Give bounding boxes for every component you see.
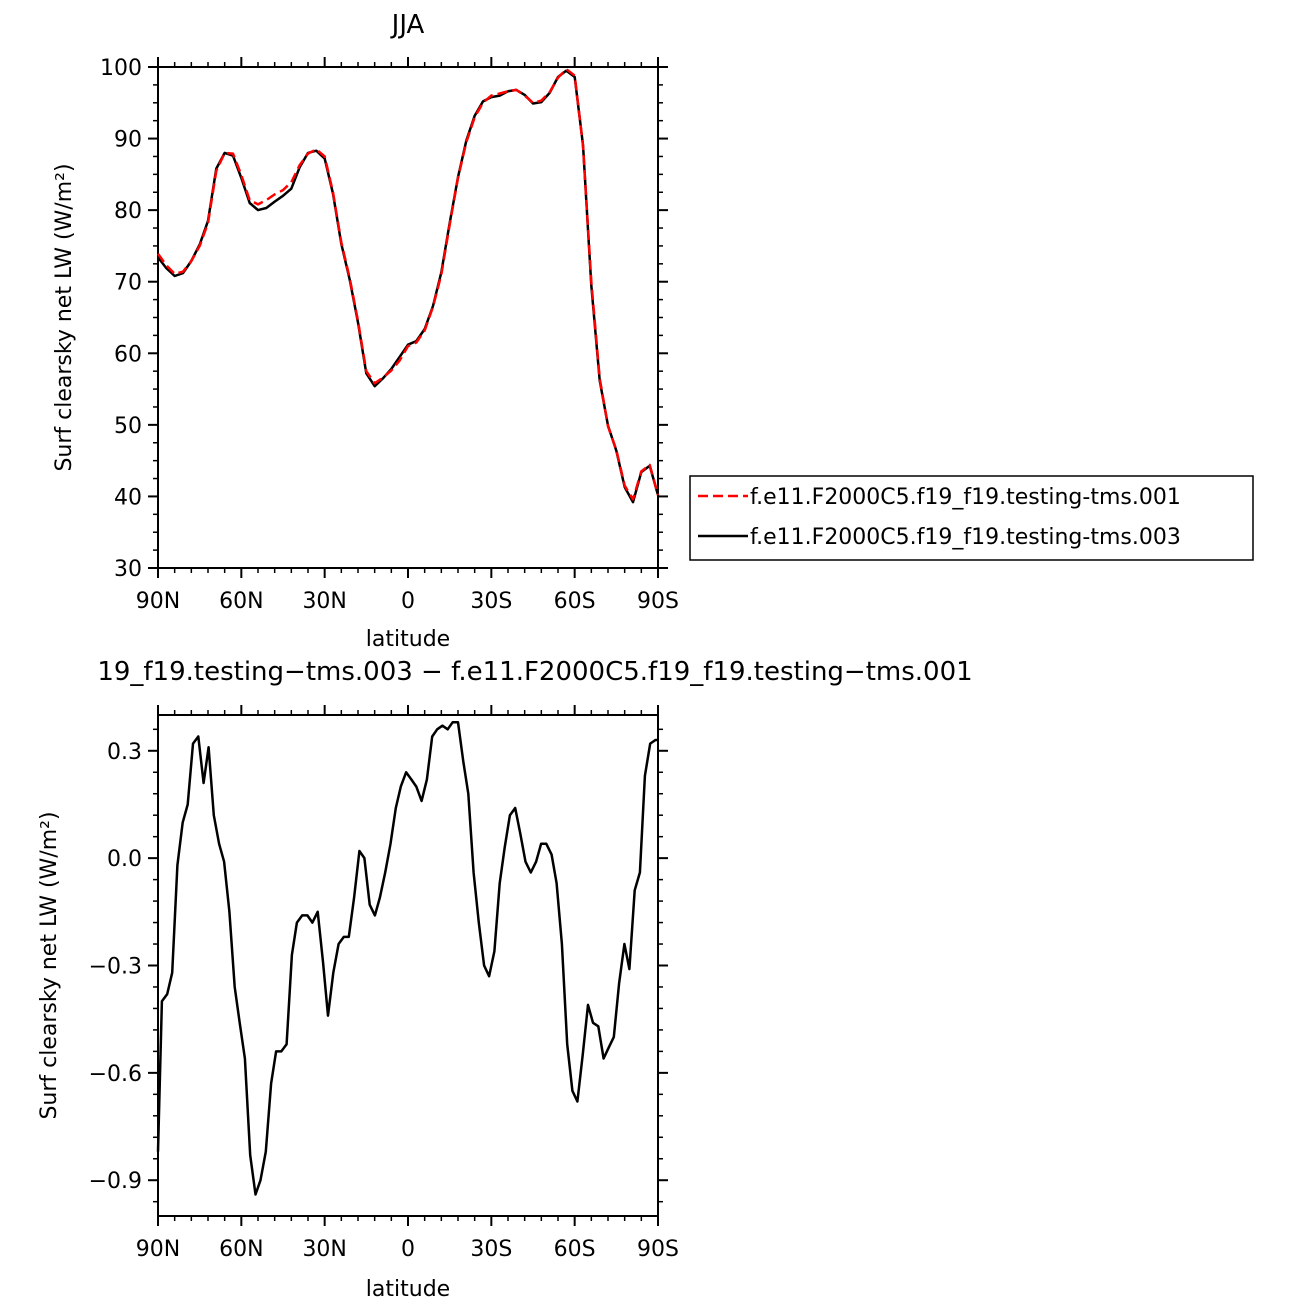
x-tick-label: 30S xyxy=(470,1237,512,1262)
bottom-panel: 19_f19.testing−tms.003 − f.e11.F2000C5.f… xyxy=(37,657,973,1302)
legend-label-0: f.e11.F2000C5.f19_f19.testing-tms.001 xyxy=(750,485,1181,510)
y-tick-label: 0.0 xyxy=(107,847,142,872)
y-tick-label: −0.6 xyxy=(89,1062,142,1087)
x-tick-label: 0 xyxy=(401,589,415,614)
x-tick-label: 60N xyxy=(219,589,263,614)
y-tick-label: 60 xyxy=(114,342,142,367)
x-tick-label: 0 xyxy=(401,1237,415,1262)
x-tick-label: 60S xyxy=(554,1237,596,1262)
legend-box xyxy=(689,475,1254,561)
x-axis-label: latitude xyxy=(366,1277,450,1302)
x-tick-label: 60S xyxy=(554,589,596,614)
y-tick-label: −0.3 xyxy=(89,955,142,980)
y-tick-label: 0.3 xyxy=(107,740,142,765)
x-tick-label: 90S xyxy=(637,589,679,614)
y-tick-label: 40 xyxy=(114,485,142,510)
x-tick-label: 30S xyxy=(470,589,512,614)
top-panel: JJA 90N 60N 30N 0 30S 60S 90S 30 40 50 60 70 80 90 100 l… xyxy=(52,10,1254,652)
x-tick-label: 30N xyxy=(302,1237,346,1262)
y-axis-label: Surf clearsky net LW (W/m²) xyxy=(52,163,77,471)
chart-title: 19_f19.testing−tms.003 − f.e11.F2000C5.f… xyxy=(97,657,972,687)
y-tick-label: 70 xyxy=(114,271,142,296)
x-tick-label: 90N xyxy=(136,589,180,614)
y-tick-label: 100 xyxy=(100,56,142,81)
y-axis-label: Surf clearsky net LW (W/m²) xyxy=(37,811,62,1119)
y-tick-label: 50 xyxy=(114,414,142,439)
y-tick-label: 30 xyxy=(114,557,142,582)
series-line-0 xyxy=(156,67,660,501)
chart-title: JJA xyxy=(390,10,425,40)
x-tick-label: 90N xyxy=(136,1237,180,1262)
y-tick-label: 90 xyxy=(114,128,142,153)
x-tick-label: 90S xyxy=(637,1237,679,1262)
legend-label-1: f.e11.F2000C5.f19_f19.testing-tms.003 xyxy=(750,525,1181,550)
x-tick-label: 60N xyxy=(219,1237,263,1262)
y-tick-label: 80 xyxy=(114,199,142,224)
y-tick-label: −0.9 xyxy=(89,1169,142,1194)
series-line-0 xyxy=(156,720,658,1196)
x-axis-label: latitude xyxy=(366,627,450,652)
series-line-1 xyxy=(157,69,660,504)
x-tick-label: 30N xyxy=(302,589,346,614)
